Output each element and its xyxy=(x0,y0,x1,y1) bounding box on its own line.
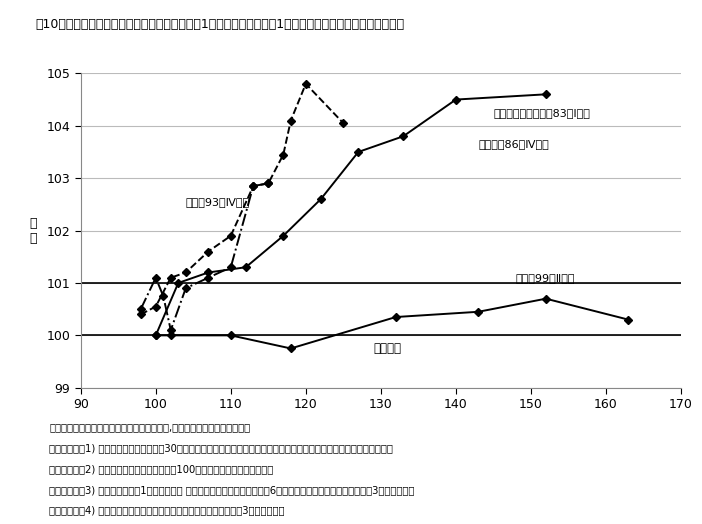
Text: （注）　1) 調査産業計、事業所規挆30人以上（「毎月勤労統計調査」）。全産業、全規模（「法人企業統計季報」）。: （注） 1) 調査産業計、事業所規挆30人以上（「毎月勤労統計調査」）。全産業、… xyxy=(49,443,393,453)
Text: 前回（93年Ⅳ～）: 前回（93年Ⅳ～） xyxy=(186,196,250,207)
Text: 3) 経常利益（人吴1人あたり）は 経常利益（季節調整値）を人吴6成（季節調整値）で割った値の後方3期移動平均。: 3) 経常利益（人吴1人あたり）は 経常利益（季節調整値）を人吴6成（季節調整値… xyxy=(49,485,414,495)
Text: 前々回（86年Ⅳ～）: 前々回（86年Ⅳ～） xyxy=(478,139,549,149)
Text: 第二次石油危機後（83年Ⅰ～）: 第二次石油危機後（83年Ⅰ～） xyxy=(494,107,590,118)
Text: 今回（99年Ⅱ～）: 今回（99年Ⅱ～） xyxy=(516,272,576,283)
Text: 経常利益: 経常利益 xyxy=(373,342,402,355)
Text: 4) 賣金は賣金指数（現金給与総額、季節調整値）の後方3期移動平均。: 4) 賣金は賣金指数（現金給与総額、季節調整値）の後方3期移動平均。 xyxy=(49,506,284,516)
Text: 資料出所　厄生労働省「毎月勤労統計調査」,財務省「法人企業統計季報」: 資料出所 厄生労働省「毎月勤労統計調査」,財務省「法人企業統計季報」 xyxy=(49,422,251,432)
Text: 賣
金: 賣 金 xyxy=(29,216,37,245)
Text: 第10図　景気回復局面における経常収益（人吴1人あたり）と賣金（1人平均現金給与総額）の推移の比較: 第10図 景気回復局面における経常収益（人吴1人あたり）と賣金（1人平均現金給与… xyxy=(35,18,404,31)
Text: 2) 景気の谷の期における数値を100とした、谷の期以降の推移。: 2) 景気の谷の期における数値を100とした、谷の期以降の推移。 xyxy=(49,464,273,474)
